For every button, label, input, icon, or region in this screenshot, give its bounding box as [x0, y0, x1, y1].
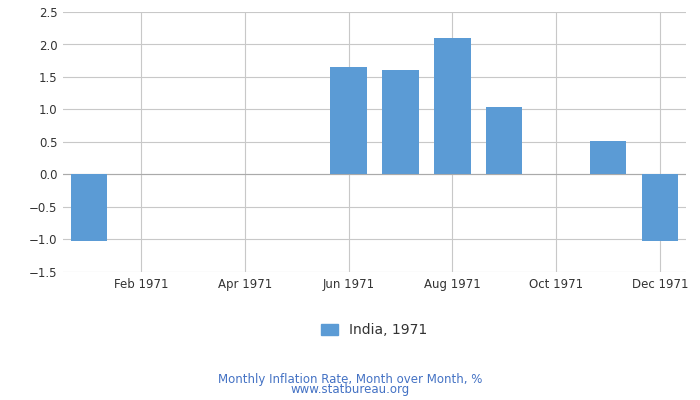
- Bar: [71, 174, 107, 242]
- Text: Monthly Inflation Rate, Month over Month, %: Monthly Inflation Rate, Month over Month…: [218, 374, 482, 386]
- Legend: India, 1971: India, 1971: [316, 318, 433, 343]
- Text: www.statbureau.org: www.statbureau.org: [290, 384, 410, 396]
- Bar: [486, 107, 522, 174]
- Bar: [642, 174, 678, 241]
- Bar: [434, 38, 470, 174]
- Bar: [590, 141, 626, 174]
- Bar: [330, 67, 367, 174]
- Bar: [382, 70, 419, 174]
